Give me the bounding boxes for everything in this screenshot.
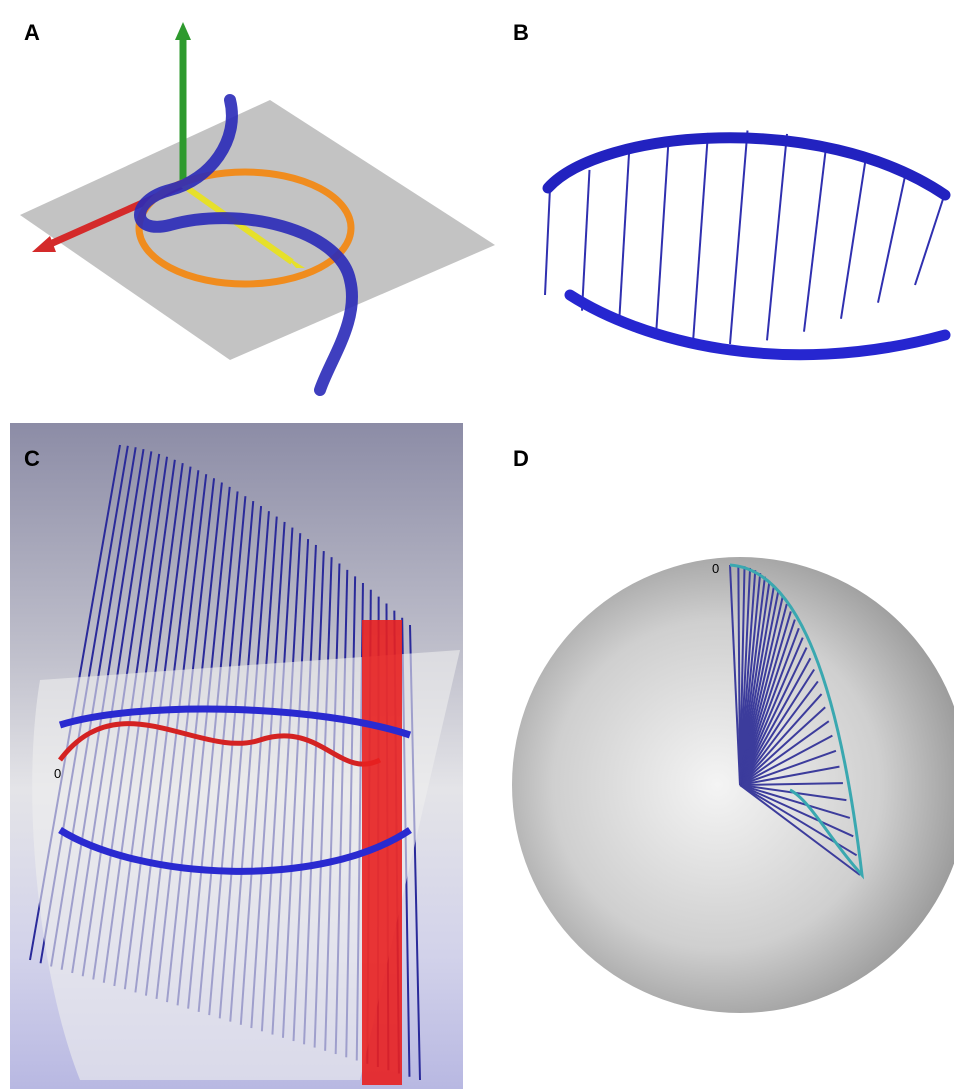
rung <box>730 131 748 345</box>
rung <box>693 133 708 342</box>
page: A B 0 C 0 D (() => { const data = JSON.p… <box>0 0 954 1089</box>
arrow-head <box>175 22 191 40</box>
annotation: 0 <box>54 766 61 781</box>
panel-d: 0 D <box>512 446 954 1013</box>
panel-label: C <box>24 446 40 471</box>
panel-label: A <box>24 20 40 45</box>
rung <box>582 170 590 311</box>
arrow-head <box>32 236 56 252</box>
rung <box>545 188 550 295</box>
panel-a: A <box>20 20 495 390</box>
figure: A B 0 C 0 D <box>0 0 954 1089</box>
rung <box>767 134 787 340</box>
lower-strand <box>570 295 945 355</box>
rung <box>841 157 866 319</box>
plane <box>20 100 495 360</box>
rung <box>878 174 906 303</box>
rung <box>915 193 945 285</box>
annotation: 0 <box>712 561 719 576</box>
panel-label: B <box>513 20 529 45</box>
panel-label: D <box>513 446 529 471</box>
panel-b: B <box>513 20 945 355</box>
rung <box>656 141 669 336</box>
panel-c: 0 C <box>10 423 463 1089</box>
rung <box>619 154 629 325</box>
rung <box>804 143 827 332</box>
